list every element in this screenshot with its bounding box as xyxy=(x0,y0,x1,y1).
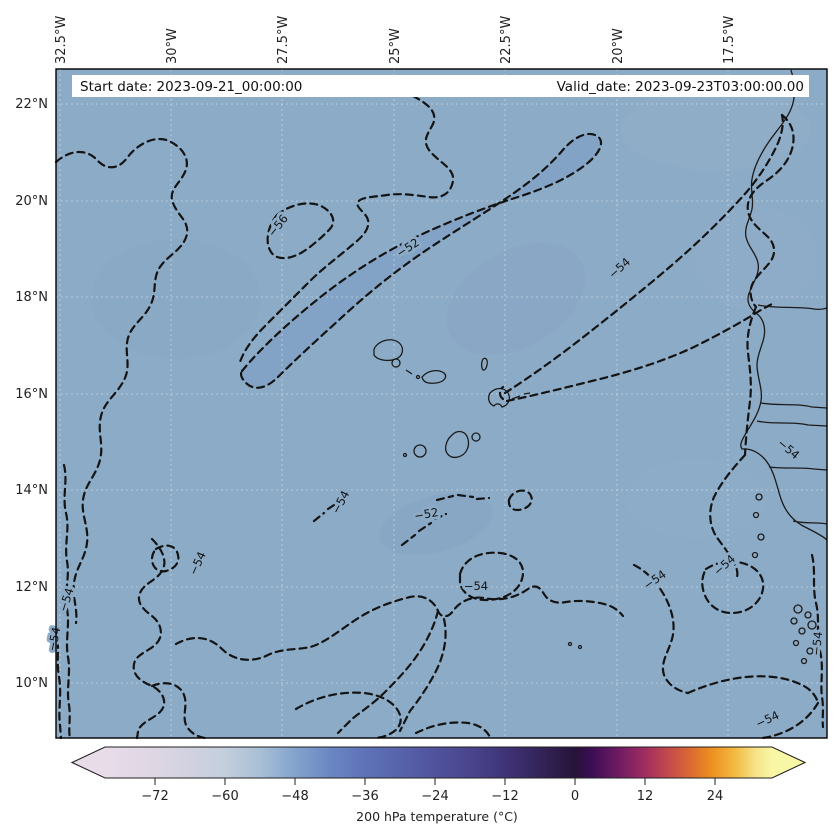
plot-border xyxy=(55,68,828,739)
colorbar-tick-label: −72 xyxy=(141,789,168,804)
ocean-background xyxy=(56,69,827,738)
x-tick-label: 17.5°W xyxy=(722,16,737,64)
coastline-africa xyxy=(740,69,828,665)
start-date-label: Start date: 2023-09-21_00:00:00 xyxy=(80,79,302,95)
x-tick-label: 20°W xyxy=(611,28,626,64)
colorbar-tick-label: −48 xyxy=(281,789,308,804)
y-tick-label: 18°N xyxy=(15,290,48,305)
colorbar-arrow-right xyxy=(772,747,805,778)
colorbar-arrow-left xyxy=(72,747,105,778)
graticule-gridlines xyxy=(56,69,827,738)
field-shading xyxy=(91,87,818,555)
coastline-cape-verde-islands xyxy=(373,339,583,650)
colorbar-tick-label: 12 xyxy=(637,789,654,804)
contour-label: −54 xyxy=(464,579,488,593)
colorbar-tick-label: 24 xyxy=(707,789,724,804)
cold-lens-region xyxy=(241,133,602,388)
x-axis-tick-labels: 32.5°W 30°W 27.5°W 25°W 22.5°W 20°W 17.5… xyxy=(54,16,737,64)
y-axis-tick-labels: 22°N 20°N 18°N 16°N 14°N 12°N 10°N xyxy=(15,97,48,691)
y-tick-label: 14°N xyxy=(15,483,48,498)
x-tick-label: 32.5°W xyxy=(54,16,69,64)
y-tick-label: 16°N xyxy=(15,387,48,402)
colorbar-tick-label: −36 xyxy=(351,789,378,804)
y-tick-label: 12°N xyxy=(15,580,48,595)
colorbar-tick-label: −12 xyxy=(491,789,518,804)
colorbar-tick-label: −24 xyxy=(421,789,448,804)
x-tick-label: 27.5°W xyxy=(276,16,291,64)
colorbar-tick-label: −60 xyxy=(211,789,238,804)
y-tick-label: 10°N xyxy=(15,676,48,691)
colorbar-tick-labels: −72 −60 −48 −36 −24 −12 0 12 24 xyxy=(141,789,723,804)
title-band: Start date: 2023-09-21_00:00:00 Valid_da… xyxy=(72,75,809,97)
valid-date-label: Valid_date: 2023-09-23T03:00:00.00 xyxy=(557,79,804,95)
colorbar-tick-label: 0 xyxy=(571,789,579,804)
y-tick-label: 22°N xyxy=(15,97,48,112)
x-tick-label: 30°W xyxy=(165,28,180,64)
colorbar: −72 −60 −48 −36 −24 −12 0 12 24 200 hPa … xyxy=(70,746,807,824)
x-tick-label: 25°W xyxy=(388,28,403,64)
colorbar-tick-marks xyxy=(154,778,716,785)
temperature-contours xyxy=(54,94,825,740)
colorbar-axis-label: 200 hPa temperature (°C) xyxy=(356,809,518,824)
colorbar-outline xyxy=(70,746,807,779)
contour-label: −54 xyxy=(809,631,825,657)
x-tick-label: 22.5°W xyxy=(499,16,514,64)
y-tick-label: 20°N xyxy=(15,194,48,209)
map-plot: −56 −52 −54 −54 −52 −54 −54 −54 −54 −54 … xyxy=(42,69,828,740)
colorbar-gradient xyxy=(105,747,772,778)
